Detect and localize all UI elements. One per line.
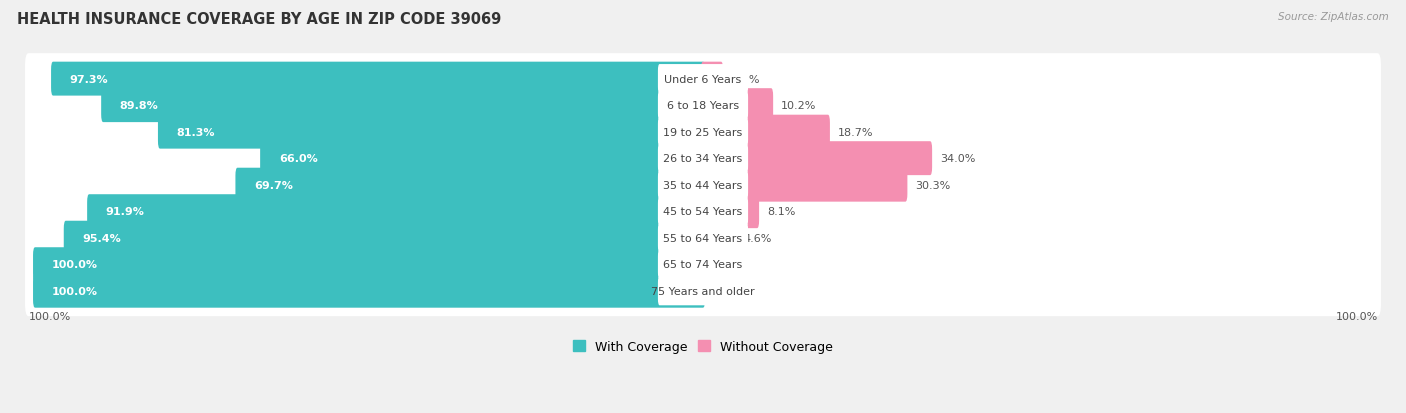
Text: 8.1%: 8.1%	[768, 206, 796, 217]
FancyBboxPatch shape	[25, 160, 1381, 211]
FancyBboxPatch shape	[658, 144, 748, 173]
Text: Source: ZipAtlas.com: Source: ZipAtlas.com	[1278, 12, 1389, 22]
Text: 97.3%: 97.3%	[70, 74, 108, 84]
Text: 75 Years and older: 75 Years and older	[651, 286, 755, 296]
Text: 81.3%: 81.3%	[177, 127, 215, 138]
Text: 34.0%: 34.0%	[941, 154, 976, 164]
Text: 26 to 34 Years: 26 to 34 Years	[664, 154, 742, 164]
Legend: With Coverage, Without Coverage: With Coverage, Without Coverage	[568, 335, 838, 358]
FancyBboxPatch shape	[235, 169, 704, 202]
FancyBboxPatch shape	[32, 274, 704, 308]
FancyBboxPatch shape	[25, 186, 1381, 237]
Text: HEALTH INSURANCE COVERAGE BY AGE IN ZIP CODE 39069: HEALTH INSURANCE COVERAGE BY AGE IN ZIP …	[17, 12, 501, 27]
FancyBboxPatch shape	[25, 54, 1381, 105]
Text: 100.0%: 100.0%	[1336, 311, 1378, 321]
FancyBboxPatch shape	[702, 115, 830, 149]
Text: 55 to 64 Years: 55 to 64 Years	[664, 233, 742, 243]
Text: Under 6 Years: Under 6 Years	[665, 74, 741, 84]
FancyBboxPatch shape	[157, 115, 704, 149]
Text: 95.4%: 95.4%	[83, 233, 121, 243]
Text: 4.6%: 4.6%	[744, 233, 772, 243]
FancyBboxPatch shape	[702, 62, 723, 96]
Text: 100.0%: 100.0%	[28, 311, 70, 321]
FancyBboxPatch shape	[260, 142, 704, 176]
Text: 100.0%: 100.0%	[52, 286, 98, 296]
FancyBboxPatch shape	[702, 142, 932, 176]
Text: 100.0%: 100.0%	[52, 260, 98, 270]
FancyBboxPatch shape	[25, 239, 1381, 290]
Text: 0.0%: 0.0%	[713, 260, 741, 270]
Text: 65 to 74 Years: 65 to 74 Years	[664, 260, 742, 270]
Text: 91.9%: 91.9%	[105, 206, 145, 217]
FancyBboxPatch shape	[51, 62, 704, 96]
FancyBboxPatch shape	[25, 213, 1381, 263]
Text: 6 to 18 Years: 6 to 18 Years	[666, 101, 740, 111]
FancyBboxPatch shape	[702, 89, 773, 123]
FancyBboxPatch shape	[32, 248, 704, 282]
FancyBboxPatch shape	[63, 221, 704, 255]
Text: 10.2%: 10.2%	[782, 101, 817, 111]
FancyBboxPatch shape	[658, 118, 748, 147]
Text: 35 to 44 Years: 35 to 44 Years	[664, 180, 742, 190]
Text: 45 to 54 Years: 45 to 54 Years	[664, 206, 742, 217]
FancyBboxPatch shape	[658, 276, 748, 306]
FancyBboxPatch shape	[87, 195, 704, 229]
Text: 66.0%: 66.0%	[278, 154, 318, 164]
Text: 0.0%: 0.0%	[713, 286, 741, 296]
Text: 2.7%: 2.7%	[731, 74, 759, 84]
Text: 18.7%: 18.7%	[838, 127, 873, 138]
FancyBboxPatch shape	[25, 266, 1381, 316]
FancyBboxPatch shape	[25, 133, 1381, 184]
Text: 19 to 25 Years: 19 to 25 Years	[664, 127, 742, 138]
Text: 69.7%: 69.7%	[254, 180, 292, 190]
FancyBboxPatch shape	[702, 169, 907, 202]
FancyBboxPatch shape	[702, 221, 735, 255]
FancyBboxPatch shape	[702, 195, 759, 229]
FancyBboxPatch shape	[101, 89, 704, 123]
Text: 89.8%: 89.8%	[120, 101, 159, 111]
FancyBboxPatch shape	[658, 91, 748, 121]
FancyBboxPatch shape	[658, 250, 748, 279]
FancyBboxPatch shape	[658, 171, 748, 200]
FancyBboxPatch shape	[25, 81, 1381, 131]
FancyBboxPatch shape	[658, 65, 748, 94]
FancyBboxPatch shape	[25, 107, 1381, 158]
FancyBboxPatch shape	[658, 223, 748, 253]
Text: 30.3%: 30.3%	[915, 180, 950, 190]
FancyBboxPatch shape	[658, 197, 748, 226]
